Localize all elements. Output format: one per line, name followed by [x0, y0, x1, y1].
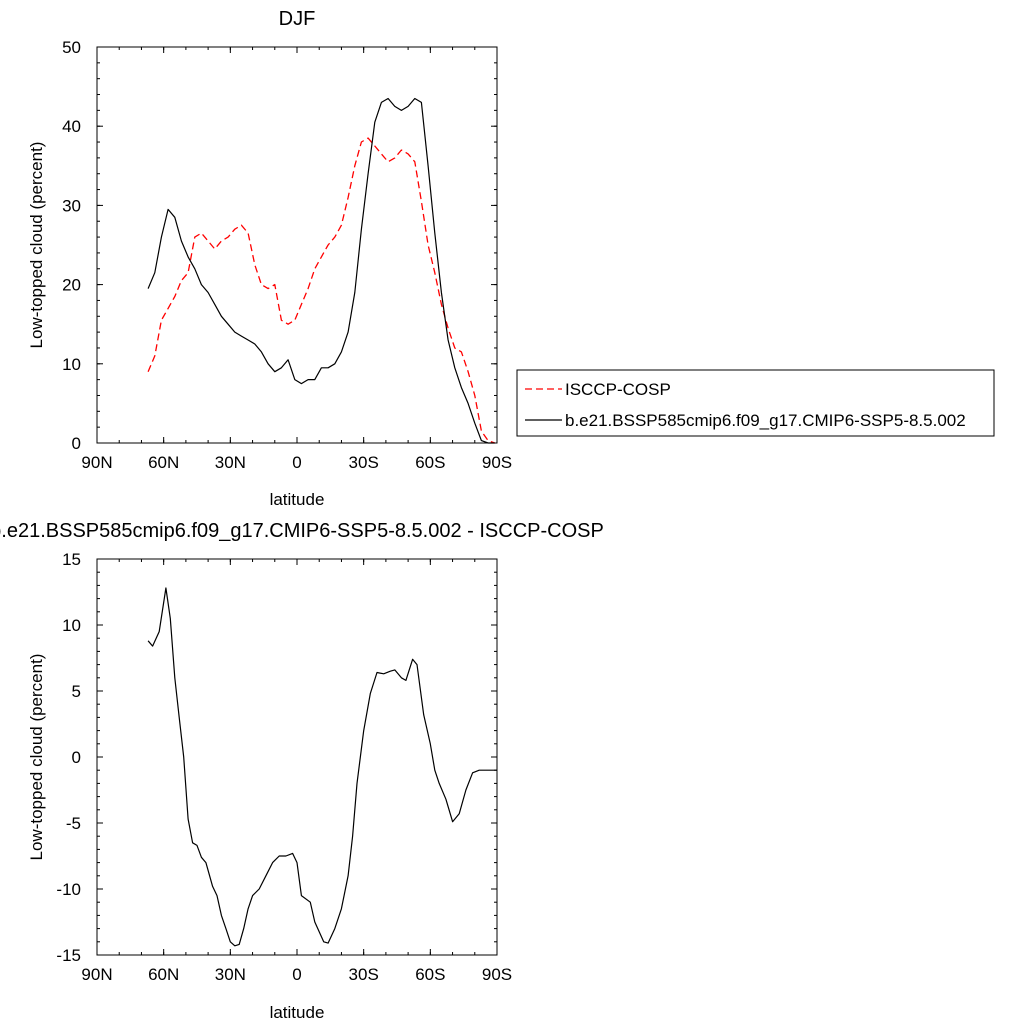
top-y-ticks: 0 10 20 30 40 50 — [62, 38, 497, 453]
y-tick-label: 50 — [62, 38, 81, 57]
x-tick-label: 60S — [415, 965, 445, 984]
top-series-group — [147, 97, 496, 444]
x-tick-label: 0 — [292, 965, 301, 984]
y-tick-label: 40 — [62, 117, 81, 136]
x-tick-label: 30S — [349, 453, 379, 472]
bottom-y-axis-label: Low-topped cloud (percent) — [27, 654, 46, 861]
series-line-model — [147, 97, 495, 444]
bottom-panel: b.e21.BSSP585cmip6.f09_g17.CMIP6-SSP5-8.… — [0, 520, 604, 1022]
bottom-x-axis-label: latitude — [270, 1003, 325, 1022]
y-tick-label: 15 — [62, 550, 81, 569]
x-tick-label: 90N — [81, 965, 112, 984]
top-panel: DJF 90N 60N 30N 0 30S 60S 90S 0 10 20 30 40 50 lati… — [27, 8, 512, 509]
bottom-panel-title: b.e21.BSSP585cmip6.f09_g17.CMIP6-SSP5-8.… — [0, 520, 604, 542]
legend-label-isccp: ISCCP-COSP — [565, 380, 671, 399]
y-tick-label: 30 — [62, 196, 81, 215]
y-tick-label: 10 — [62, 616, 81, 635]
y-tick-label: 10 — [62, 355, 81, 374]
y-tick-label: 0 — [72, 434, 81, 453]
bottom-y-ticks: -15 -10 -5 0 5 10 15 — [56, 550, 497, 965]
y-tick-label: 20 — [62, 276, 81, 295]
x-tick-label: 90N — [81, 453, 112, 472]
x-tick-label: 30S — [349, 965, 379, 984]
legend-label-model: b.e21.BSSP585cmip6.f09_g17.CMIP6-SSP5-8.… — [565, 411, 966, 430]
x-tick-label: 60N — [148, 965, 179, 984]
y-tick-label: 5 — [72, 682, 81, 701]
y-tick-label: -15 — [56, 946, 81, 965]
top-panel-title: DJF — [279, 8, 316, 30]
series-line-isccp-cosp — [147, 137, 496, 444]
top-x-ticks: 90N 60N 30N 0 30S 60S 90S — [81, 47, 512, 472]
x-tick-label: 90S — [482, 965, 512, 984]
y-tick-label: -5 — [66, 814, 81, 833]
bottom-x-ticks: 90N 60N 30N 0 30S 60S 90S — [81, 559, 512, 984]
x-tick-label: 30N — [215, 965, 246, 984]
legend: ISCCP-COSP b.e21.BSSP585cmip6.f09_g17.CM… — [516, 369, 995, 437]
x-tick-label: 0 — [292, 453, 301, 472]
x-tick-label: 90S — [482, 453, 512, 472]
x-tick-label: 60S — [415, 453, 445, 472]
series-line-difference — [147, 587, 497, 947]
x-tick-label: 60N — [148, 453, 179, 472]
bottom-plot-frame — [96, 558, 498, 956]
y-tick-label: -10 — [56, 880, 81, 899]
legend-box — [516, 369, 995, 437]
top-x-axis-label: latitude — [270, 490, 325, 509]
x-tick-label: 30N — [215, 453, 246, 472]
top-y-axis-label: Low-topped cloud (percent) — [27, 142, 46, 349]
bottom-series-group — [147, 587, 497, 947]
top-plot-frame — [96, 46, 498, 444]
y-tick-label: 0 — [72, 748, 81, 767]
